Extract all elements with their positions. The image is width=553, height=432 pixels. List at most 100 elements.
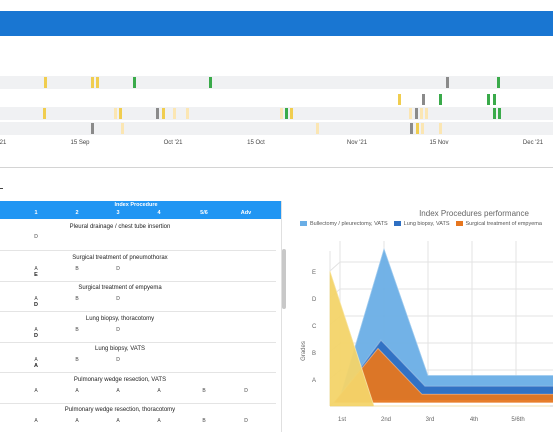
grade-cell: D bbox=[116, 357, 120, 363]
procedure-event-marker[interactable] bbox=[422, 94, 425, 105]
table-row[interactable]: Lung biopsy, VATS A B D A bbox=[0, 343, 276, 373]
collapse-indicator[interactable] bbox=[0, 188, 3, 189]
procedure-name: Surgical treatment of pneumothorax bbox=[72, 255, 168, 261]
table-row[interactable]: Lung biopsy, thoracotomy A B D D bbox=[0, 313, 276, 343]
grade-cell-highlight: A bbox=[34, 363, 38, 369]
chart-y-tick: A bbox=[312, 378, 316, 384]
procedure-event-marker[interactable] bbox=[186, 108, 189, 119]
grade-cell-highlight: E bbox=[34, 272, 38, 278]
procedure-event-marker[interactable] bbox=[415, 108, 418, 119]
legend-swatch bbox=[455, 221, 463, 227]
table-column-header[interactable]: 5/6 bbox=[200, 210, 208, 216]
chart-y-tick: E bbox=[312, 270, 316, 276]
procedure-event-marker[interactable] bbox=[446, 77, 449, 88]
chart-legend: Bullectomy / pleurectomy, VATS Lung biops… bbox=[300, 221, 548, 231]
grade-cell: A bbox=[116, 418, 120, 424]
chart-x-tick: 2nd bbox=[381, 417, 391, 423]
procedure-event-marker[interactable] bbox=[410, 123, 413, 134]
procedure-event-marker[interactable] bbox=[398, 94, 401, 105]
procedure-event-marker[interactable] bbox=[173, 108, 176, 119]
grade-cell: A bbox=[116, 388, 120, 394]
chart-series-line bbox=[339, 246, 553, 398]
table-row[interactable]: Pulmonary wedge resection, VATS A A A A B D bbox=[0, 374, 276, 404]
app-header-bar bbox=[0, 11, 553, 36]
procedure-event-marker[interactable] bbox=[121, 123, 124, 134]
table-column-header[interactable]: 3 bbox=[116, 210, 120, 216]
chart-series-line bbox=[329, 270, 550, 407]
procedure-event-marker[interactable] bbox=[43, 108, 46, 119]
table-column-header[interactable]: 1 bbox=[34, 210, 38, 216]
procedure-event-marker[interactable] bbox=[487, 94, 490, 105]
legend-item[interactable]: Lung biopsy, VATS bbox=[393, 221, 450, 227]
table-row[interactable]: Pulmonary wedge resection, thoracotomy A A… bbox=[0, 404, 276, 432]
legend-label: Bullectomy / pleurectomy, VATS bbox=[310, 221, 388, 227]
timeline-axis-label: 15 Sep bbox=[70, 140, 90, 146]
grade-cell: D bbox=[34, 234, 38, 240]
procedure-event-marker[interactable] bbox=[420, 108, 423, 119]
grade-cell: A bbox=[34, 388, 38, 394]
procedure-name: Pulmonary wedge resection, VATS bbox=[73, 377, 167, 383]
grade-cell: A bbox=[157, 388, 161, 394]
procedure-event-marker[interactable] bbox=[91, 77, 94, 88]
procedure-event-marker[interactable] bbox=[409, 108, 412, 119]
table-row[interactable]: Surgical treatment of empyema A B D D bbox=[0, 282, 276, 312]
procedure-event-marker[interactable] bbox=[119, 108, 122, 119]
legend-item[interactable]: Surgical treatment of empyema bbox=[455, 221, 542, 227]
grade-cell: A bbox=[34, 296, 38, 302]
procedure-event-marker[interactable] bbox=[133, 77, 136, 88]
procedure-event-marker[interactable] bbox=[498, 108, 501, 119]
grade-cell: B bbox=[75, 327, 79, 333]
table-column-header[interactable]: Adv bbox=[240, 210, 252, 216]
grade-cell: A bbox=[75, 418, 79, 424]
chart-series-line bbox=[333, 347, 553, 403]
table-column-header[interactable]: 2 bbox=[75, 210, 79, 216]
procedure-event-marker[interactable] bbox=[421, 123, 424, 134]
procedure-event-marker[interactable] bbox=[425, 108, 428, 119]
procedure-event-marker[interactable] bbox=[96, 77, 99, 88]
grade-cell-highlight: D bbox=[34, 302, 38, 308]
chart-series-line bbox=[336, 339, 553, 400]
grade-cell: D bbox=[116, 296, 120, 302]
section-divider bbox=[0, 167, 553, 168]
procedure-name: Pleural drainage / chest tube insertion bbox=[69, 224, 171, 230]
grade-cell: A bbox=[34, 357, 38, 363]
timeline-axis-label: Oct '21 bbox=[163, 140, 183, 146]
table-row[interactable]: Surgical treatment of pneumothorax A B D E bbox=[0, 252, 276, 282]
grade-cell: D bbox=[244, 388, 248, 394]
procedure-event-marker[interactable] bbox=[114, 108, 117, 119]
chart-y-tick: C bbox=[312, 324, 317, 330]
chart-x-tick: 1st bbox=[338, 417, 346, 423]
procedure-event-marker[interactable] bbox=[156, 108, 159, 119]
chart-y-axis-label: Grades bbox=[301, 341, 307, 361]
procedure-event-marker[interactable] bbox=[162, 108, 165, 119]
legend-swatch bbox=[300, 221, 307, 227]
procedure-event-marker[interactable] bbox=[91, 123, 94, 134]
timeline-row bbox=[0, 122, 553, 135]
grade-cell: D bbox=[116, 327, 120, 333]
procedure-event-marker[interactable] bbox=[44, 77, 47, 88]
grade-cell: B bbox=[75, 357, 79, 363]
procedure-event-marker[interactable] bbox=[285, 108, 288, 119]
timeline-axis-label: Dec '21 bbox=[522, 140, 544, 146]
procedure-event-marker[interactable] bbox=[290, 108, 293, 119]
procedure-event-marker[interactable] bbox=[439, 123, 442, 134]
timeline-row bbox=[0, 76, 553, 89]
procedure-event-marker[interactable] bbox=[209, 77, 212, 88]
procedure-name: Surgical treatment of empyema bbox=[78, 285, 162, 291]
procedure-event-marker[interactable] bbox=[439, 94, 442, 105]
table-scrollbar[interactable] bbox=[282, 249, 286, 309]
timeline-row bbox=[0, 107, 553, 120]
chart-gridline bbox=[329, 261, 341, 272]
procedure-event-marker[interactable] bbox=[316, 123, 319, 134]
procedure-event-marker[interactable] bbox=[493, 94, 496, 105]
procedure-event-marker[interactable] bbox=[497, 77, 500, 88]
legend-swatch bbox=[393, 221, 401, 227]
procedure-event-marker[interactable] bbox=[416, 123, 419, 134]
procedure-event-marker[interactable] bbox=[280, 108, 283, 119]
legend-item[interactable]: Bullectomy / pleurectomy, VATS bbox=[300, 221, 388, 227]
table-column-header[interactable]: 4 bbox=[157, 210, 161, 216]
table-row[interactable]: Pleural drainage / chest tube insertion D bbox=[0, 221, 276, 251]
chart-title: Index Procedures performance bbox=[419, 209, 529, 218]
procedure-event-marker[interactable] bbox=[493, 108, 496, 119]
